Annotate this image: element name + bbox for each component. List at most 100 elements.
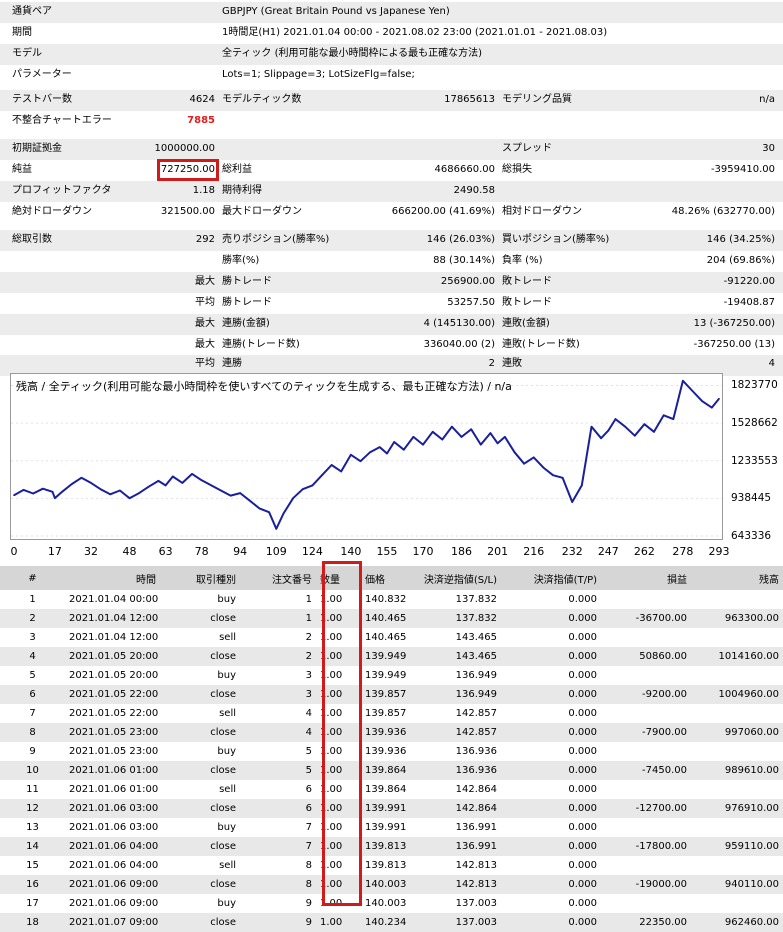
max-loss-label: 敗トレード [502, 276, 552, 287]
balance-point [330, 464, 333, 466]
balance-point [402, 448, 405, 451]
table-cell: 9 [29, 746, 36, 757]
balance-point [54, 497, 56, 499]
win-rate-label: 勝率(%) [222, 255, 260, 266]
y-tick-label: 938445 [731, 492, 772, 505]
balance-point [359, 460, 362, 462]
table-row[interactable]: 2 2021.01.04 12:00 close 1 1.00 140.465 137.83… [0, 609, 783, 628]
short-positions-value: 146 (26.03%) [426, 234, 495, 245]
balance-point [393, 441, 395, 443]
table-cell: 143.465 [455, 632, 497, 643]
table-cell: 18 [0, 913, 65, 932]
column-header[interactable]: 数量 [316, 566, 361, 590]
table-cell: 139.813 [361, 837, 416, 856]
column-header[interactable]: 損益 [601, 566, 691, 590]
table-row[interactable]: 5 2021.01.05 20:00 buy 3 1.00 139.949 136.949 0… [0, 666, 783, 685]
table-cell: 142.813 [416, 875, 501, 894]
column-header[interactable]: 残高 [691, 566, 783, 590]
table-cell: 0.000 [501, 685, 601, 704]
balance-point [386, 452, 388, 455]
balance-point [552, 474, 554, 477]
x-tick-label: 278 [672, 545, 694, 558]
table-cell: 136.991 [416, 837, 501, 856]
table-cell: 139.857 [365, 708, 407, 719]
table-row[interactable]: 12 2021.01.06 03:00 close 6 1.00 139.991 142.8… [0, 799, 783, 818]
balance-point [643, 423, 646, 425]
table-cell: 8 [0, 723, 65, 742]
x-tick-label: 186 [451, 545, 473, 558]
table-row[interactable]: 13 2021.01.06 03:00 buy 7 1.00 139.991 136.991… [0, 818, 783, 837]
table-cell: 2021.01.04 12:00 [65, 609, 160, 628]
balance-point [268, 511, 270, 513]
table-cell: 142.813 [455, 860, 497, 871]
table-cell: 0.000 [568, 670, 597, 681]
table-cell: 5 [29, 670, 36, 681]
spread-value: 30 [762, 143, 775, 154]
gross-profit-value: 4686660.00 [434, 164, 495, 175]
table-cell: 1 [305, 594, 312, 605]
balance-point [479, 443, 482, 446]
balance-point [470, 428, 472, 431]
column-header[interactable]: # [0, 566, 65, 590]
column-header[interactable]: 時間 [65, 566, 160, 590]
table-cell: 4 [305, 708, 312, 719]
column-header[interactable]: 価格 [361, 566, 416, 590]
balance-series-points [13, 380, 720, 530]
table-cell [601, 780, 691, 799]
table-cell: 0.000 [501, 761, 601, 780]
table-cell: 2021.01.06 09:00 [65, 875, 160, 894]
table-cell: 1.00 [316, 685, 361, 704]
table-row[interactable]: 7 2021.01.05 22:00 sell 4 1.00 139.857 142.857… [0, 704, 783, 723]
x-tick-label: 0 [10, 545, 18, 558]
table-cell: -12700.00 [601, 799, 691, 818]
balance-point [172, 475, 174, 478]
table-row[interactable]: 9 2021.01.05 23:00 buy 5 1.00 139.936 136.936 0… [0, 742, 783, 761]
table-cell [601, 818, 691, 837]
table-cell: 1.00 [316, 837, 361, 856]
table-cell: 0.000 [501, 799, 601, 818]
balance-point [51, 491, 54, 493]
x-tick-label: 293 [708, 545, 730, 558]
column-header[interactable]: 決済逆指値(S/L) [416, 566, 501, 590]
params-label: パラメーター [12, 69, 72, 80]
table-row[interactable]: 1 2021.01.04 00:00 buy 1 1.00 140.832 137.832 0… [0, 590, 783, 609]
column-header[interactable]: 注文番号 [240, 566, 316, 590]
table-cell [601, 590, 691, 609]
balance-point [90, 482, 92, 484]
table-cell: 11 [26, 784, 39, 795]
column-header[interactable]: 取引種別 [160, 566, 240, 590]
table-cell: 22350.00 [601, 913, 691, 932]
table-row[interactable]: 8 2021.01.05 23:00 close 4 1.00 139.936 142.85… [0, 723, 783, 742]
table-row[interactable]: 10 2021.01.06 01:00 close 5 1.00 139.864 136.9… [0, 761, 783, 780]
table-cell [601, 894, 691, 913]
table-row[interactable]: 16 2021.01.06 09:00 close 8 1.00 140.003 142.8… [0, 875, 783, 894]
table-cell [691, 818, 783, 837]
table-cell: 2021.01.07 09:00 [65, 913, 160, 932]
table-cell: 1.00 [320, 594, 343, 605]
table-cell: 8 [305, 860, 312, 871]
balance-point [718, 397, 720, 400]
table-cell: 1.00 [320, 708, 343, 719]
table-row[interactable]: 3 2021.01.04 12:00 sell 2 1.00 140.465 143.465… [0, 628, 783, 647]
table-row[interactable]: 18 2021.01.07 09:00 close 9 1.00 140.234 137.0… [0, 913, 783, 932]
balance-point [311, 484, 314, 487]
bars-label: テストバー数 [12, 94, 72, 105]
balance-point [99, 488, 102, 491]
table-cell: 139.864 [361, 761, 416, 780]
table-row[interactable]: 14 2021.01.06 04:00 close 7 1.00 139.813 136.9… [0, 837, 783, 856]
balance-point [138, 492, 140, 494]
table-cell: 0.000 [501, 723, 601, 742]
table-row[interactable]: 15 2021.01.06 04:00 sell 8 1.00 139.813 142.81… [0, 856, 783, 875]
table-cell: 139.991 [365, 822, 407, 833]
table-row[interactable]: 4 2021.01.05 20:00 close 2 1.00 139.949 143.46… [0, 647, 783, 666]
column-header[interactable]: 決済指値(T/P) [501, 566, 601, 590]
table-cell: 2021.01.06 01:00 [69, 784, 159, 795]
table-row[interactable]: 17 2021.01.06 09:00 buy 9 1.00 140.003 137.003… [0, 894, 783, 913]
table-cell: 137.003 [455, 898, 497, 909]
table-row[interactable]: 11 2021.01.06 01:00 sell 6 1.00 139.864 142.86… [0, 780, 783, 799]
table-row[interactable]: 6 2021.01.05 22:00 close 3 1.00 139.857 136.94… [0, 685, 783, 704]
table-cell: 1.00 [316, 609, 361, 628]
table-cell [691, 666, 783, 685]
table-cell: 2021.01.05 22:00 [69, 708, 159, 719]
balance-point [542, 466, 545, 469]
